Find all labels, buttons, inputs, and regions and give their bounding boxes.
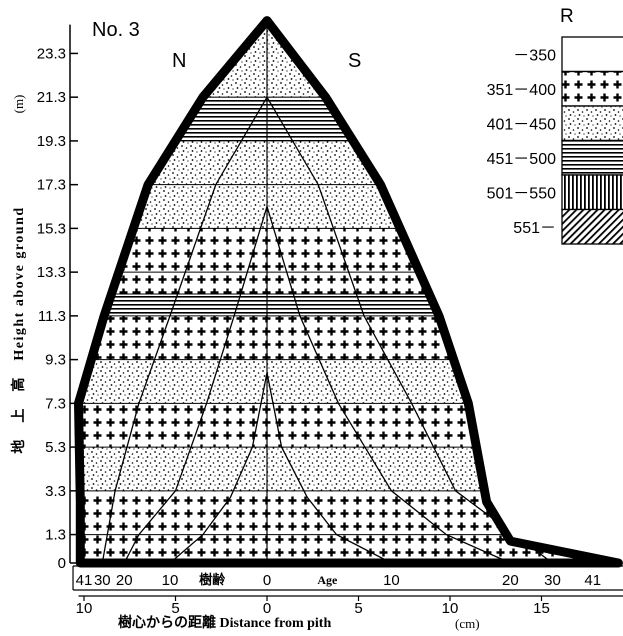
legend-swatch-vlines	[561, 174, 623, 211]
distance-tick-label: 5	[354, 600, 362, 617]
distance-tick-label: 0	[263, 600, 271, 617]
age-tick-label: 30	[544, 572, 561, 589]
age-tick-label: 10	[383, 572, 400, 589]
legend-swatch-cross	[561, 70, 623, 107]
age-tick-label: 30	[94, 572, 111, 589]
legend-title: R	[560, 6, 574, 27]
legend-swatch-blank	[561, 36, 623, 73]
legend-label: 351－400	[487, 82, 556, 99]
ring-density-bands	[78, 20, 619, 564]
band-2	[78, 447, 619, 491]
legend-label: －350	[513, 47, 556, 64]
distance-tick-label: 10	[442, 600, 459, 617]
axes: 0 1.3 3.3 5.3 7.3 9.3 11.3 13.3 15.3 17.3 19.3 21.3…	[37, 24, 623, 617]
y-tick-label: 13.3	[37, 264, 66, 281]
distance-tick-label: 5	[171, 600, 179, 617]
y-tick-label: 3.3	[45, 483, 66, 500]
legend-swatch-hlines	[561, 139, 623, 176]
distance-tick-label: 15	[533, 600, 550, 617]
y-axis-unit: (m)	[11, 95, 26, 114]
legend-label: 551－	[513, 220, 556, 237]
age-tick-label: 41	[584, 572, 601, 589]
band-7	[78, 272, 619, 294]
x-axis-unit: (cm)	[455, 616, 480, 631]
legend: R －350 351－400 401－450 451－500 501－550 551－	[487, 6, 623, 245]
y-tick-group: 0 1.3 3.3 5.3 7.3 9.3 11.3 13.3 15.3 17.3 19.3 21.3…	[37, 45, 78, 572]
legend-swatch-diag	[561, 208, 623, 245]
distance-tick-label: 10	[76, 600, 93, 617]
age-tick-label: 10	[162, 572, 179, 589]
y-tick-label: 19.3	[37, 133, 66, 150]
y-tick-label: 21.3	[37, 89, 66, 106]
y-tick-label: 17.3	[37, 177, 66, 194]
y-tick-label: 9.3	[45, 352, 66, 369]
x-axis-label: 樹心からの距離 Distance from pith	[118, 614, 331, 631]
age-label-en: Age	[317, 573, 338, 587]
age-label-jp: 樹齢	[199, 572, 226, 587]
legend-label: 501－550	[487, 185, 556, 202]
band-5	[78, 315, 619, 360]
distance-axis: 10 5 0 5 10 15	[76, 595, 623, 617]
y-tick-label: 0	[58, 555, 66, 572]
band-6	[78, 293, 619, 316]
y-tick-label: 23.3	[37, 45, 66, 62]
legend-label: 451－500	[487, 151, 556, 168]
age-tick-label: 20	[502, 572, 519, 589]
age-tick-label: 20	[116, 572, 133, 589]
y-axis-label: 地 上 高 Height above ground	[10, 206, 27, 453]
y-tick-label: 1.3	[45, 527, 66, 544]
south-label: S	[348, 50, 361, 72]
band-1	[78, 490, 619, 535]
chart-title: No. 3	[92, 19, 140, 41]
north-label: N	[172, 50, 186, 72]
band-4	[78, 359, 619, 404]
tree-bark-outline	[74, 16, 623, 568]
legend-swatch-dots	[561, 105, 623, 142]
age-tick-label: 0	[263, 572, 271, 589]
y-tick-label: 15.3	[37, 220, 66, 237]
age-tick-label: 41	[76, 572, 93, 589]
y-tick-label: 7.3	[45, 395, 66, 412]
y-tick-label: 11.3	[38, 308, 66, 325]
y-tick-label: 5.3	[45, 439, 66, 456]
legend-label: 401－450	[487, 116, 556, 133]
